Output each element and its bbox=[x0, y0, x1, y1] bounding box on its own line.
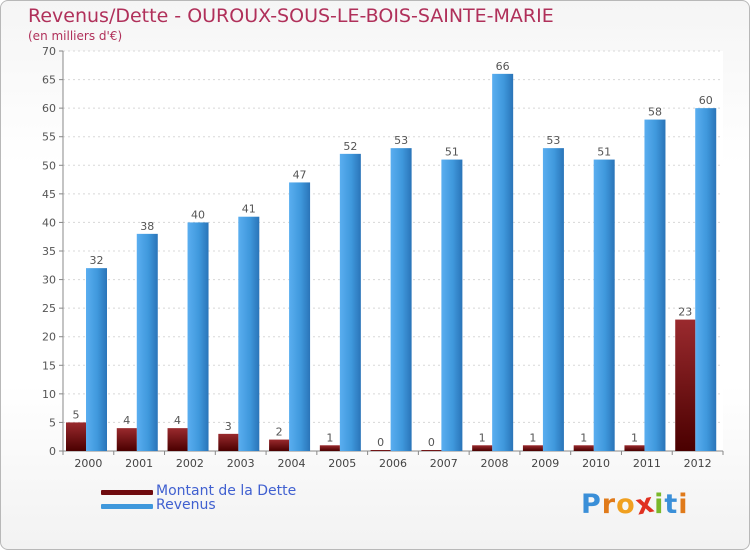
bar-revenus bbox=[86, 268, 107, 451]
data-label-dette: 0 bbox=[377, 436, 384, 449]
legend-swatch-dette bbox=[101, 490, 153, 495]
x-tick-label: 2008 bbox=[481, 457, 509, 470]
chart-subtitle: (en milliers d'€) bbox=[28, 29, 123, 43]
logo-letter: i bbox=[654, 489, 665, 520]
data-label-revenus: 32 bbox=[90, 254, 104, 267]
data-label-revenus: 66 bbox=[496, 60, 510, 73]
y-tick-label: 40 bbox=[42, 216, 56, 229]
proxiti-logo: Proxiti bbox=[581, 487, 689, 521]
bar-dette bbox=[472, 445, 493, 451]
data-label-revenus: 53 bbox=[546, 134, 560, 147]
y-tick-label: 35 bbox=[42, 245, 56, 258]
y-tick-label: 65 bbox=[42, 74, 56, 87]
x-tick-label: 2006 bbox=[379, 457, 407, 470]
y-tick-label: 55 bbox=[42, 131, 56, 144]
data-label-revenus: 53 bbox=[394, 134, 408, 147]
data-label-dette: 1 bbox=[631, 431, 638, 444]
data-label-dette: 1 bbox=[326, 431, 333, 444]
data-label-dette: 1 bbox=[479, 431, 486, 444]
x-tick-label: 2002 bbox=[176, 457, 204, 470]
x-tick-label: 2007 bbox=[430, 457, 458, 470]
chart-title: Revenus/Dette - OUROUX-SOUS-LE-BOIS-SAIN… bbox=[28, 5, 554, 27]
bar-revenus bbox=[593, 159, 615, 452]
y-tick-label: 30 bbox=[42, 274, 56, 287]
bar-revenus bbox=[339, 153, 361, 451]
data-label-revenus: 38 bbox=[140, 220, 154, 233]
bar-dette bbox=[116, 428, 137, 451]
legend-swatch-revenus bbox=[101, 504, 153, 509]
bar-revenus bbox=[187, 222, 209, 451]
y-tick-label: 45 bbox=[42, 188, 56, 201]
data-label-dette: 1 bbox=[529, 431, 536, 444]
bar-revenus bbox=[441, 159, 463, 452]
bar-revenus bbox=[289, 182, 311, 451]
logo-letter: r bbox=[601, 489, 617, 520]
y-tick-label: 70 bbox=[42, 45, 56, 58]
legend-label-revenus: Revenus bbox=[156, 497, 216, 513]
y-tick-label: 50 bbox=[42, 159, 56, 172]
data-label-revenus: 58 bbox=[648, 106, 662, 119]
bar-revenus bbox=[542, 148, 564, 451]
x-tick-label: 2004 bbox=[277, 457, 305, 470]
y-tick-label: 15 bbox=[42, 359, 56, 372]
x-tick-label: 2010 bbox=[582, 457, 610, 470]
data-label-dette: 0 bbox=[428, 436, 435, 449]
bar-dette bbox=[66, 422, 86, 451]
y-tick-label: 60 bbox=[42, 102, 56, 115]
data-label-dette: 4 bbox=[123, 414, 130, 427]
bar-dette bbox=[573, 445, 594, 451]
y-tick-label: 20 bbox=[42, 331, 56, 344]
bar-dette bbox=[167, 428, 188, 451]
bar-dette bbox=[624, 445, 645, 451]
bar-dette bbox=[370, 450, 391, 451]
data-label-revenus: 60 bbox=[699, 94, 713, 107]
bar-dette bbox=[218, 433, 239, 451]
x-tick-label: 2000 bbox=[74, 457, 102, 470]
bar-revenus bbox=[695, 108, 717, 452]
data-label-revenus: 51 bbox=[597, 146, 611, 159]
bar-dette bbox=[421, 450, 442, 451]
data-label-revenus: 40 bbox=[191, 208, 205, 221]
x-tick-label: 2011 bbox=[633, 457, 661, 470]
x-tick-label: 2003 bbox=[227, 457, 255, 470]
y-tick-label: 0 bbox=[49, 445, 56, 458]
y-tick-label: 25 bbox=[42, 302, 56, 315]
y-tick-label: 5 bbox=[49, 416, 56, 429]
bar-dette bbox=[319, 445, 340, 451]
data-label-revenus: 51 bbox=[445, 146, 459, 159]
data-label-revenus: 52 bbox=[343, 140, 357, 153]
logo-letter: i bbox=[678, 489, 689, 520]
bar-revenus bbox=[390, 148, 412, 451]
bar-dette bbox=[675, 319, 696, 451]
bar-revenus bbox=[238, 216, 260, 451]
logo-letter: t bbox=[664, 489, 679, 520]
logo-letter: o bbox=[616, 489, 636, 520]
data-label-dette: 1 bbox=[580, 431, 587, 444]
data-label-dette: 2 bbox=[276, 426, 283, 439]
data-label-revenus: 47 bbox=[293, 168, 307, 181]
x-tick-label: 2012 bbox=[684, 457, 712, 470]
x-tick-label: 2001 bbox=[125, 457, 153, 470]
legend-label-dette: Montant de la Dette bbox=[156, 483, 297, 499]
bar-revenus bbox=[136, 233, 158, 451]
data-label-revenus: 41 bbox=[242, 203, 256, 216]
y-tick-label: 10 bbox=[42, 388, 56, 401]
data-label-dette: 3 bbox=[225, 420, 232, 433]
x-tick-label: 2009 bbox=[531, 457, 559, 470]
logo-letter: P bbox=[581, 489, 602, 520]
bar-revenus bbox=[492, 73, 514, 451]
bar-dette bbox=[269, 439, 290, 451]
data-label-dette: 4 bbox=[174, 414, 181, 427]
bar-revenus bbox=[644, 119, 666, 452]
data-label-dette: 5 bbox=[73, 408, 80, 421]
bar-dette bbox=[522, 445, 543, 451]
data-label-dette: 23 bbox=[678, 306, 692, 319]
x-tick-label: 2005 bbox=[328, 457, 356, 470]
